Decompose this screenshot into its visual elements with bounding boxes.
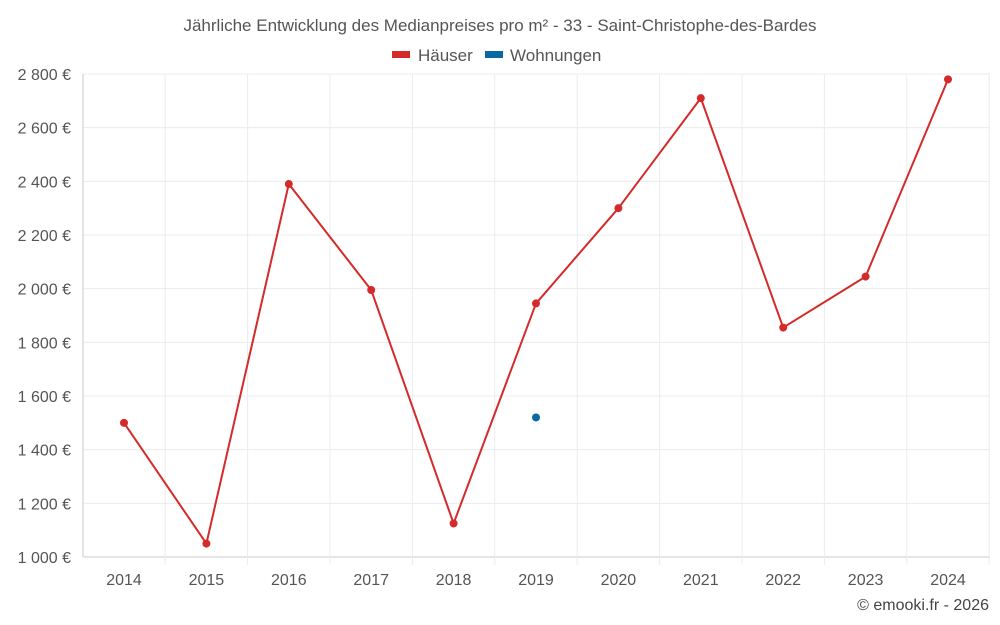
x-tick-label: 2024 [930, 572, 966, 589]
y-tick-label: 1 200 € [18, 496, 71, 513]
y-tick-label: 2 000 € [18, 282, 71, 299]
series-layer [120, 75, 952, 548]
data-point[interactable] [779, 323, 788, 332]
data-point[interactable] [696, 94, 705, 103]
series-0 [120, 75, 952, 548]
x-tick-label: 2017 [353, 572, 389, 589]
legend-item-wohnungen[interactable]: Wohnungen [485, 46, 601, 65]
y-tick-label: 1 000 € [18, 550, 71, 567]
y-tick-label: 2 600 € [18, 121, 71, 138]
data-point[interactable] [202, 539, 211, 548]
y-tick-label: 1 600 € [18, 389, 71, 406]
data-point[interactable] [532, 299, 540, 308]
legend-swatch-haeuser [392, 51, 410, 58]
chart-title: Jährliche Entwicklung des Medianpreises … [183, 16, 816, 35]
legend-swatch-wohnungen [485, 51, 503, 58]
data-point[interactable] [449, 519, 458, 528]
legend-label-wohnungen: Wohnungen [510, 46, 601, 65]
data-point[interactable] [861, 272, 870, 281]
x-tick-label: 2023 [848, 572, 884, 589]
data-point[interactable] [614, 204, 623, 213]
y-tick-label: 1 800 € [18, 335, 71, 352]
series-1 [532, 413, 540, 422]
x-axis: 2014 2015 2016 2017 2018 2019 2020 2021 2022 2023… [106, 572, 966, 589]
y-tick-label: 1 400 € [18, 443, 71, 460]
data-point[interactable] [284, 180, 293, 189]
x-tick-label: 2014 [106, 572, 142, 589]
x-tick-label: 2015 [189, 572, 225, 589]
y-tick-label: 2 200 € [18, 228, 71, 245]
data-point[interactable] [944, 75, 952, 84]
y-axis: 1 000 € 1 200 € 1 400 € 1 600 € 1 800 € 2 000… [18, 67, 84, 567]
legend: Häuser Wohnungen [392, 46, 601, 65]
data-point[interactable] [532, 413, 540, 422]
data-point[interactable] [367, 286, 376, 295]
x-tick-label: 2022 [765, 572, 801, 589]
x-tick-label: 2018 [436, 572, 472, 589]
x-tick-label: 2021 [683, 572, 719, 589]
legend-label-haeuser: Häuser [418, 46, 473, 65]
y-tick-label: 2 800 € [18, 67, 71, 84]
credit-text: © emooki.fr - 2026 [857, 597, 989, 614]
x-tick-label: 2016 [271, 572, 307, 589]
x-tick-label: 2020 [601, 572, 637, 589]
data-point[interactable] [120, 418, 128, 427]
x-tick-label: 2019 [518, 572, 554, 589]
legend-item-haeuser[interactable]: Häuser [392, 46, 473, 65]
y-tick-label: 2 400 € [18, 174, 71, 191]
